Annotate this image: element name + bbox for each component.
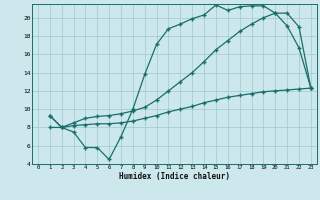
X-axis label: Humidex (Indice chaleur): Humidex (Indice chaleur) xyxy=(119,172,230,181)
